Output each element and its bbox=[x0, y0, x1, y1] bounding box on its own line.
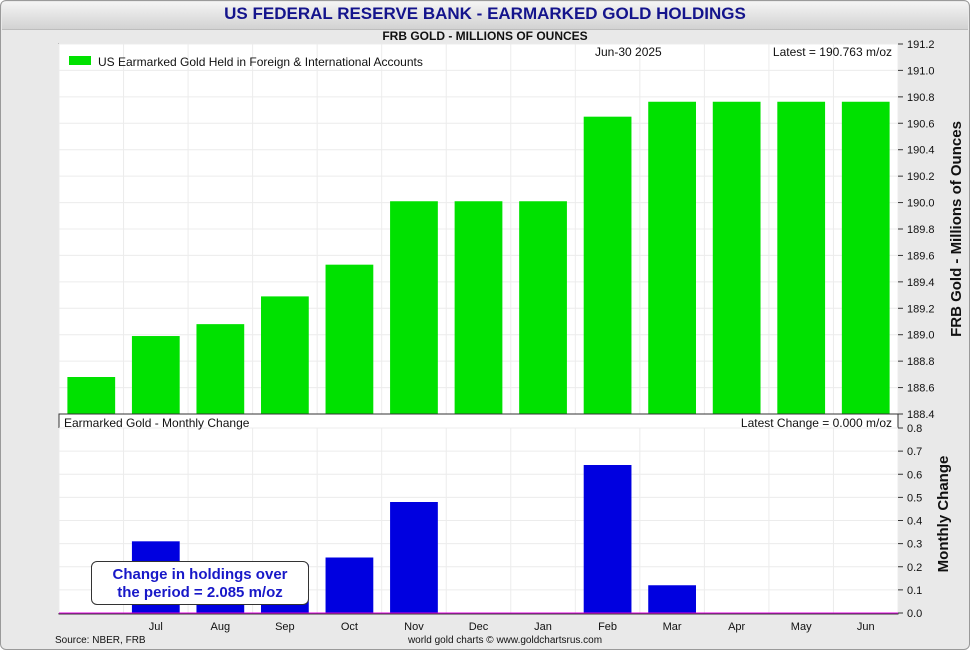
holdings-tick-label: 188.4 bbox=[907, 409, 935, 421]
month-label: Jan bbox=[534, 621, 552, 633]
month-label: Jul bbox=[149, 621, 163, 633]
change-tick-label: 0.4 bbox=[907, 516, 922, 528]
legend-label: US Earmarked Gold Held in Foreign & Inte… bbox=[98, 55, 423, 69]
month-label: Dec bbox=[469, 621, 489, 633]
month-label: Sep bbox=[275, 621, 295, 633]
change-panel-title: Earmarked Gold - Monthly Change bbox=[64, 416, 250, 430]
chart-subtitle: FRB GOLD - MILLIONS OF OUNCES bbox=[382, 29, 588, 43]
callout-box: Change in holdings over the period = 2.0… bbox=[91, 561, 309, 605]
holdings-tick-label: 189.6 bbox=[907, 250, 935, 262]
chart-title: US FEDERAL RESERVE BANK - EARMARKED GOLD… bbox=[224, 4, 746, 23]
month-label: Mar bbox=[663, 621, 682, 633]
latest-change-label: Latest Change = 0.000 m/oz bbox=[741, 416, 892, 430]
month-label: Nov bbox=[404, 621, 424, 633]
holdings-tick-label: 189.2 bbox=[907, 303, 935, 315]
holdings-bar bbox=[196, 324, 245, 414]
change-bar bbox=[648, 585, 696, 613]
holdings-tick-label: 189.0 bbox=[907, 330, 935, 342]
holdings-tick-label: 191.0 bbox=[907, 65, 935, 77]
holdings-tick-label: 190.4 bbox=[907, 145, 935, 157]
holdings-bars bbox=[67, 101, 890, 414]
holdings-y-axis-title: FRB Gold - Millions of Ounces bbox=[948, 121, 965, 337]
change-bar bbox=[325, 557, 374, 613]
holdings-tick-label: 190.2 bbox=[907, 171, 935, 183]
credit-note: world gold charts © www.goldchartsrus.co… bbox=[407, 635, 602, 646]
holdings-y-ticks: 188.4 188.6 188.8 189.0 189.2 189.4 189.6 189.8… bbox=[898, 39, 935, 421]
change-tick-label: 0.3 bbox=[907, 539, 922, 551]
month-label: Feb bbox=[598, 621, 617, 633]
source-note: Source: NBER, FRB bbox=[55, 635, 146, 646]
holdings-bar bbox=[648, 101, 696, 414]
holdings-tick-label: 188.6 bbox=[907, 383, 935, 395]
change-bar bbox=[390, 502, 438, 613]
title-bar bbox=[2, 2, 968, 30]
month-label: Jun bbox=[857, 621, 875, 633]
holdings-bar bbox=[712, 101, 761, 414]
holdings-bar bbox=[67, 377, 116, 414]
holdings-tick-label: 191.2 bbox=[907, 39, 935, 51]
holdings-tick-label: 190.0 bbox=[907, 198, 935, 210]
holdings-bar bbox=[261, 296, 309, 414]
month-x-ticks: Jul Aug Sep Oct Nov Dec Jan Feb Mar Apr May Jun bbox=[149, 621, 875, 633]
holdings-bar bbox=[454, 201, 503, 414]
change-tick-label: 0.0 bbox=[907, 608, 922, 620]
change-y-axis-title: Monthly Change bbox=[935, 456, 952, 573]
holdings-bar bbox=[841, 101, 890, 414]
change-tick-label: 0.1 bbox=[907, 585, 922, 597]
holdings-bar bbox=[325, 264, 374, 414]
month-label: May bbox=[791, 621, 812, 633]
holdings-tick-label: 190.8 bbox=[907, 92, 935, 104]
change-tick-label: 0.6 bbox=[907, 469, 922, 481]
callout-line-2: the period = 2.085 m/oz bbox=[117, 584, 283, 601]
holdings-bar bbox=[131, 336, 180, 414]
change-tick-label: 0.5 bbox=[907, 492, 922, 504]
holdings-tick-label: 190.6 bbox=[907, 118, 935, 130]
holdings-bar bbox=[583, 116, 632, 414]
month-label: Apr bbox=[728, 621, 745, 633]
holdings-bar bbox=[519, 201, 567, 414]
change-tick-label: 0.7 bbox=[907, 446, 922, 458]
change-tick-label: 0.8 bbox=[907, 423, 922, 435]
holdings-tick-label: 189.8 bbox=[907, 224, 935, 236]
holdings-bar bbox=[390, 201, 438, 414]
change-y-ticks: 0.0 0.1 0.2 0.3 0.4 0.5 0.6 0.7 0.8 bbox=[898, 423, 922, 620]
holdings-tick-label: 189.4 bbox=[907, 277, 935, 289]
latest-holdings-label: Latest = 190.763 m/oz bbox=[773, 45, 892, 59]
legend-swatch bbox=[69, 56, 91, 65]
month-label: Oct bbox=[341, 621, 358, 633]
holdings-tick-label: 188.8 bbox=[907, 356, 935, 368]
month-label: Aug bbox=[211, 621, 231, 633]
holdings-bar bbox=[777, 101, 826, 414]
date-label: Jun-30 2025 bbox=[595, 45, 662, 59]
callout-line-1: Change in holdings over bbox=[112, 566, 288, 583]
change-bar bbox=[583, 465, 632, 613]
change-tick-label: 0.2 bbox=[907, 562, 922, 574]
